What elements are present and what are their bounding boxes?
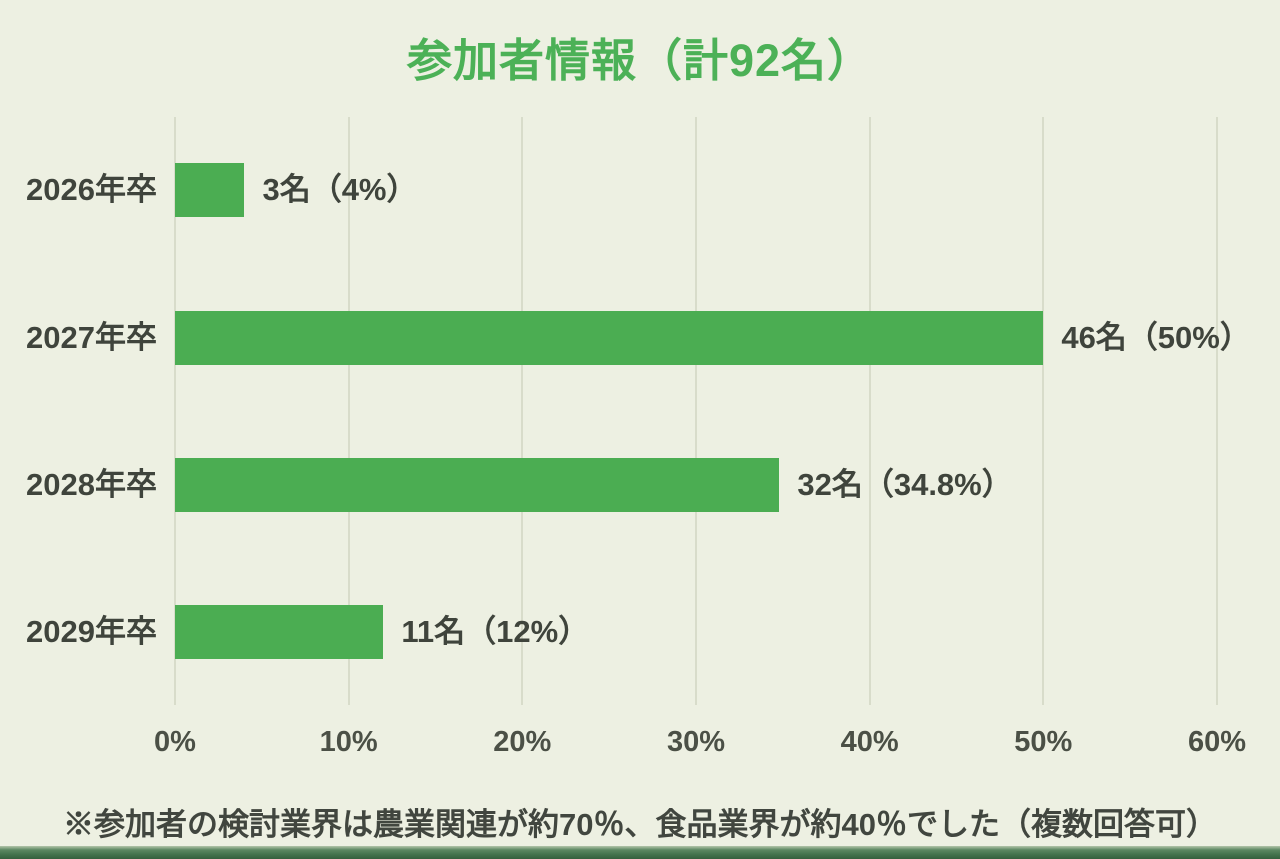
gridline xyxy=(1216,117,1218,705)
bar-row: 2027年卒 46名（50%） xyxy=(26,311,1251,365)
x-tick-label: 60% xyxy=(1187,726,1247,758)
plot-area: 2026年卒 3名（4%） 2027年卒 46名（50%） 2028年卒 32名… xyxy=(26,117,1251,705)
bar-2028 xyxy=(175,458,780,512)
bar-2029 xyxy=(175,605,384,659)
bar-row: 2026年卒 3名（4%） xyxy=(26,163,1217,217)
x-tick-label: 0% xyxy=(154,726,196,758)
gridline xyxy=(1042,117,1045,705)
x-tick-label: 20% xyxy=(493,726,552,758)
chart-title: 参加者情報（計92名） xyxy=(406,35,874,86)
gridline xyxy=(868,117,871,705)
gridline xyxy=(521,117,524,705)
bar-value-label-2026: 3名（4%） xyxy=(262,172,418,207)
bar-value-label-2029: 11名（12%） xyxy=(401,614,590,649)
category-label-2027: 2027年卒 xyxy=(26,320,157,355)
x-tick-label: 10% xyxy=(319,726,378,758)
bar-value-label-2028: 32名（34.8%） xyxy=(797,467,1013,502)
x-tick-label: 50% xyxy=(1014,726,1073,758)
category-label-2026: 2026年卒 xyxy=(26,172,157,207)
bar-2026 xyxy=(175,163,245,217)
gridline xyxy=(347,117,350,705)
x-tick-label: 40% xyxy=(840,726,899,758)
gridline xyxy=(695,117,697,705)
bar-row: 2029年卒 11名（12%） xyxy=(26,605,1217,659)
category-label-2028: 2028年卒 xyxy=(26,467,157,502)
x-tick-label: 30% xyxy=(666,726,726,758)
x-axis: 0% 10% 20% 30% 40% 50% 60% xyxy=(154,726,1246,766)
bar-value-label-2027: 46名（50%） xyxy=(1061,320,1251,355)
gridline xyxy=(174,117,176,705)
bar-2027 xyxy=(175,311,1044,365)
bottom-border-strip xyxy=(0,846,1280,859)
category-label-2029: 2029年卒 xyxy=(26,614,157,649)
bar-row: 2028年卒 32名（34.8%） xyxy=(26,458,1217,512)
footnote: ※参加者の検討業界は農業関連が約70％、食品業界が約40％でした（複数回答可） xyxy=(63,807,1217,842)
